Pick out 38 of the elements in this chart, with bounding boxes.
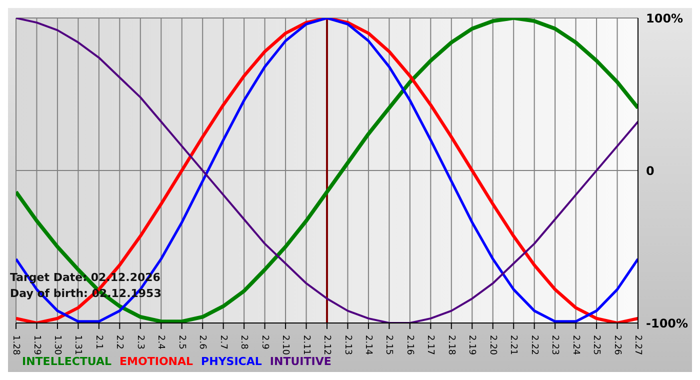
x-tick-label: 2.6 (197, 335, 208, 350)
x-tick-label: 2.4 (156, 335, 166, 350)
x-tick-label: 2.19 (466, 335, 477, 356)
text: INTELLECTUAL (22, 355, 112, 368)
x-tick-label: 2.8 (238, 335, 249, 350)
x-tick-label: 2.24 (570, 335, 580, 356)
x-tick-label: 1.30 (52, 335, 62, 356)
x-tick-label: 2.27 (632, 335, 643, 356)
x-tick-label: 1.28 (10, 335, 21, 356)
x-tick-label: 2.23 (550, 335, 560, 356)
x-tick-label: 2.2 (114, 335, 124, 350)
y-tick-label: 100% (646, 11, 684, 26)
x-tick-label: 2.25 (591, 335, 602, 356)
x-tick-label: 2.3 (134, 335, 145, 350)
x-tick-label: 2.1 (93, 335, 104, 350)
x-tick-label: 2.26 (612, 335, 622, 356)
x-tick-label: 2.11 (300, 335, 311, 356)
x-tick-label: 2.21 (508, 335, 518, 356)
y-tick-label: 0 (646, 164, 654, 178)
x-tick-label: 2.22 (528, 335, 539, 356)
x-tick-label: 2.16 (404, 335, 414, 356)
x-tick-label: 2.17 (425, 335, 436, 356)
y-tick-label: -100% (646, 316, 688, 330)
x-tick-label: 2.12 (322, 335, 332, 356)
x-tick-label: 2.7 (218, 335, 228, 350)
text: INTUITIVE (270, 355, 332, 368)
x-tick-label: 2.18 (446, 335, 456, 356)
x-tick-label: 2.15 (384, 335, 394, 356)
x-tick-label: 2.9 (259, 335, 270, 350)
x-tick-label: 2.10 (280, 335, 290, 356)
x-tick-label: 2.13 (342, 335, 352, 356)
x-tick-label: 1.29 (31, 335, 42, 356)
x-tick-label: 2.5 (176, 335, 186, 350)
x-tick-label: 1.31 (72, 335, 83, 356)
text: PHYSICAL (201, 355, 262, 368)
text: EMOTIONAL (120, 355, 194, 368)
x-tick-label: 2.14 (363, 335, 374, 356)
x-tick-label: 2.20 (487, 335, 498, 356)
